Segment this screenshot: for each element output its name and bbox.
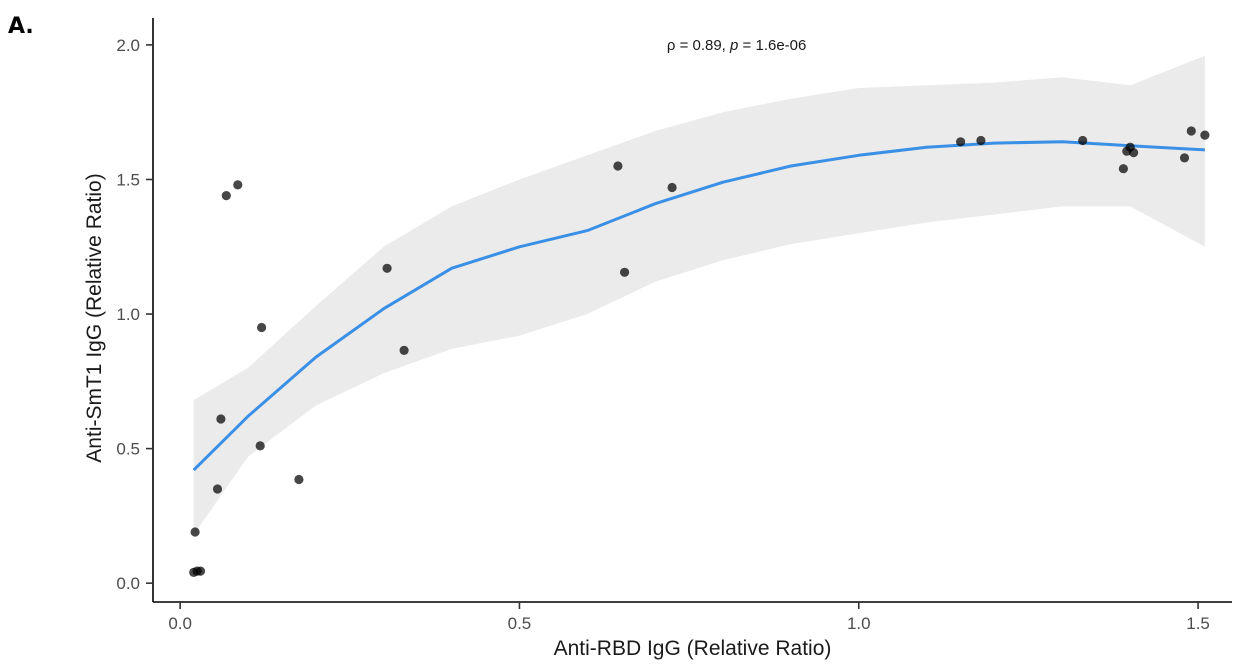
x-axis-title: Anti-RBD IgG (Relative Ratio) xyxy=(554,637,832,660)
data-point xyxy=(195,566,206,576)
y-tick-label: 1.5 xyxy=(116,170,140,189)
data-point xyxy=(1118,164,1128,174)
axes-layer: 0.0 0.5 1.0 1.5 0.0 0.5 1.0 1.5 2.0 xyxy=(116,18,1232,633)
data-point xyxy=(1179,153,1190,163)
data-point xyxy=(221,191,231,201)
correlation-annotation: ρ = 0.89, p = 1.6e-06 xyxy=(667,37,807,54)
data-point xyxy=(1078,135,1088,146)
data-point xyxy=(255,441,265,451)
data-point xyxy=(667,182,677,193)
y-tick-label: 0.0 xyxy=(116,574,140,593)
y-axis-title: Anti-SmT1 IgG (Relative Ratio) xyxy=(83,173,106,462)
data-point xyxy=(976,135,986,146)
data-point xyxy=(613,161,623,171)
data-point xyxy=(257,322,267,333)
confidence-band xyxy=(193,55,1205,535)
smooth-line-layer xyxy=(192,140,1205,472)
y-tick-label: 1.0 xyxy=(116,305,140,324)
x-tick-label: 0.0 xyxy=(168,614,192,633)
y-tick-label: 2.0 xyxy=(116,36,140,55)
x-tick-label: 0.5 xyxy=(508,614,532,633)
p-value: = 1.6e-06 xyxy=(743,37,807,54)
data-point xyxy=(399,345,409,355)
rho-symbol: ρ xyxy=(667,37,676,54)
smooth-fit-line xyxy=(192,140,1205,472)
data-point xyxy=(190,527,200,537)
rho-value: = 0.89, xyxy=(680,37,726,54)
x-tick-label: 1.0 xyxy=(847,614,871,633)
data-point xyxy=(956,137,966,147)
x-tick-label: 1.5 xyxy=(1186,614,1210,633)
data-point xyxy=(233,180,243,190)
data-point xyxy=(294,474,304,485)
data-point xyxy=(212,484,223,494)
p-symbol: p xyxy=(729,37,738,54)
data-point xyxy=(216,414,226,424)
data-point xyxy=(1200,130,1210,140)
y-tick-label: 0.5 xyxy=(116,440,140,459)
data-point xyxy=(1129,148,1139,158)
points-layer xyxy=(189,126,1210,578)
data-point xyxy=(620,267,630,277)
panel-label: A. xyxy=(8,14,34,39)
data-point xyxy=(382,263,392,273)
data-point xyxy=(1186,126,1196,136)
confidence-band-layer xyxy=(193,55,1205,535)
